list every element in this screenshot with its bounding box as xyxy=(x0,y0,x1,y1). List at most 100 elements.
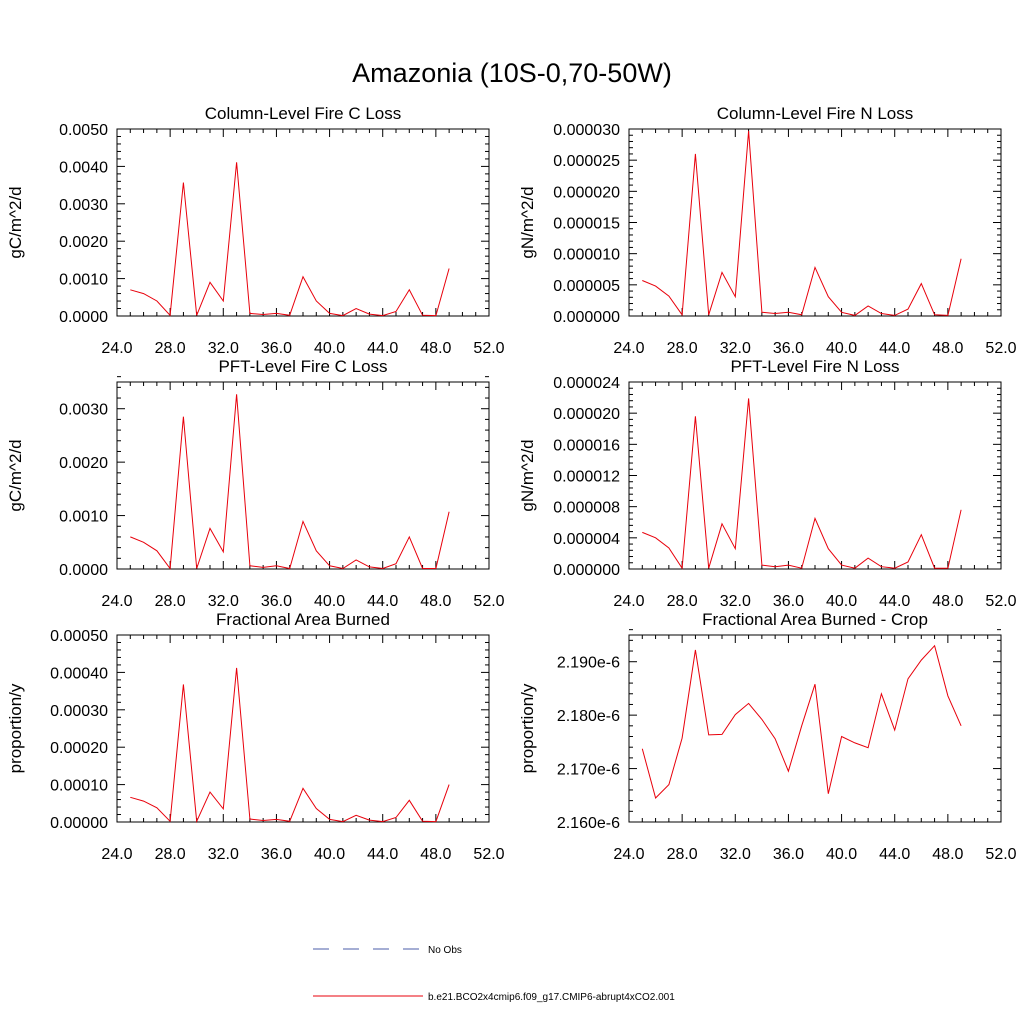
y-tick-label: 0.0030 xyxy=(59,402,108,419)
x-tick-label: 24.0 xyxy=(101,340,132,357)
y-axis-label: proportion/y xyxy=(518,683,537,773)
x-tick-label: 44.0 xyxy=(879,593,910,610)
y-tick-label: 2.170e-6 xyxy=(557,762,620,779)
y-tick-label: 0.000012 xyxy=(553,469,620,486)
x-tick-label: 32.0 xyxy=(208,593,239,610)
y-tick-label: 0.000016 xyxy=(553,437,620,454)
y-tick-label: 0.00000 xyxy=(50,815,108,832)
x-tick-label: 48.0 xyxy=(420,340,451,357)
x-tick-label: 52.0 xyxy=(985,340,1016,357)
panel-title: Column-Level Fire C Loss xyxy=(205,104,402,123)
x-tick-label: 40.0 xyxy=(314,593,345,610)
x-tick-label: 52.0 xyxy=(985,593,1016,610)
figure-title: Amazonia (10S-0,70-50W) xyxy=(352,58,672,88)
x-tick-label: 44.0 xyxy=(879,340,910,357)
y-axis-label: gC/m^2/d xyxy=(6,439,25,511)
y-tick-label: 0.0050 xyxy=(59,122,108,139)
panel-1: Column-Level Fire C Loss gC/m^2/d 24.0 28.0… xyxy=(6,104,505,357)
y-tick-label: 0.0000 xyxy=(59,562,108,579)
x-tick-label: 52.0 xyxy=(473,593,504,610)
y-tick-label: 2.160e-6 xyxy=(557,815,620,832)
panel-title: Column-Level Fire N Loss xyxy=(717,104,914,123)
x-tick-label: 28.0 xyxy=(155,593,186,610)
y-tick-label: 0.000005 xyxy=(553,278,620,295)
y-axis-label: gN/m^2/d xyxy=(518,439,537,511)
panel-title: Fractional Area Burned xyxy=(216,610,390,629)
x-tick-label: 36.0 xyxy=(261,846,292,863)
legend-model-label: b.e21.BCO2x4cmip6.f09_g17.CMIP6-abrupt4x… xyxy=(428,992,675,1003)
x-tick-label: 28.0 xyxy=(155,340,186,357)
x-tick-label: 44.0 xyxy=(367,846,398,863)
series-line xyxy=(130,162,450,317)
x-tick-label: 48.0 xyxy=(420,593,451,610)
x-tick-label: 40.0 xyxy=(826,340,857,357)
y-axis-label: gC/m^2/d xyxy=(6,186,25,258)
x-tick-label: 40.0 xyxy=(314,846,345,863)
x-tick-label: 32.0 xyxy=(720,340,751,357)
panel-title: Fractional Area Burned - Crop xyxy=(702,610,928,629)
y-tick-label: 0.0020 xyxy=(59,455,108,472)
x-tick-label: 36.0 xyxy=(261,593,292,610)
y-tick-label: 0.00010 xyxy=(50,778,108,795)
x-tick-label: 24.0 xyxy=(101,593,132,610)
y-tick-label: 0.000020 xyxy=(553,406,620,423)
y-tick-label: 0.000024 xyxy=(553,375,620,392)
series-line xyxy=(641,644,962,799)
series-line xyxy=(642,130,962,317)
legend: No Obs b.e21.BCO2x4cmip6.f09_g17.CMIP6-a… xyxy=(313,945,675,1003)
y-tick-label: 2.180e-6 xyxy=(557,708,620,725)
x-tick-label: 24.0 xyxy=(613,340,644,357)
panel-title: PFT-Level Fire N Loss xyxy=(730,357,899,376)
x-tick-label: 36.0 xyxy=(773,340,804,357)
y-tick-label: 0.0020 xyxy=(59,234,108,251)
x-tick-label: 24.0 xyxy=(613,593,644,610)
x-tick-label: 52.0 xyxy=(473,340,504,357)
y-tick-label: 0.000000 xyxy=(553,309,620,326)
x-tick-label: 40.0 xyxy=(826,593,857,610)
x-tick-label: 28.0 xyxy=(155,846,186,863)
y-tick-label: 0.000030 xyxy=(553,122,620,139)
x-tick-label: 52.0 xyxy=(473,846,504,863)
y-tick-label: 0.000020 xyxy=(553,184,620,201)
panel-4: PFT-Level Fire N Loss gN/m^2/d 24.0 28.0 32.… xyxy=(518,357,1017,610)
panel-3: PFT-Level Fire C Loss gC/m^2/d 24.0 28.0 32.… xyxy=(6,357,505,610)
x-tick-label: 32.0 xyxy=(208,846,239,863)
y-tick-label: 0.000015 xyxy=(553,216,620,233)
y-tick-label: 0.000008 xyxy=(553,500,620,517)
series-line xyxy=(130,667,450,824)
x-tick-label: 44.0 xyxy=(367,593,398,610)
y-tick-label: 0.00050 xyxy=(50,628,108,645)
y-tick-label: 0.0040 xyxy=(59,159,108,176)
y-tick-label: 0.0000 xyxy=(59,309,108,326)
y-tick-label: 0.0010 xyxy=(59,509,108,526)
x-tick-label: 36.0 xyxy=(773,846,804,863)
panels: Column-Level Fire C Loss gC/m^2/d 24.0 28.0… xyxy=(6,104,1017,863)
y-tick-label: 0.0010 xyxy=(59,272,108,289)
y-tick-label: 0.000025 xyxy=(553,153,620,170)
x-tick-label: 28.0 xyxy=(667,846,698,863)
x-tick-label: 40.0 xyxy=(826,846,857,863)
y-tick-label: 0.000004 xyxy=(553,531,620,548)
x-tick-label: 32.0 xyxy=(208,340,239,357)
y-axis-label: gN/m^2/d xyxy=(518,186,537,258)
x-tick-label: 44.0 xyxy=(367,340,398,357)
plot-frame xyxy=(628,634,1002,823)
x-tick-label: 32.0 xyxy=(720,846,751,863)
series-line xyxy=(130,394,450,570)
x-tick-label: 24.0 xyxy=(613,846,644,863)
y-tick-label: 0.000010 xyxy=(553,247,620,264)
panel-title: PFT-Level Fire C Loss xyxy=(218,357,387,376)
panel-2: Column-Level Fire N Loss gN/m^2/d 24.0 28.0… xyxy=(518,104,1017,357)
y-axis-label: proportion/y xyxy=(6,683,25,773)
x-tick-label: 48.0 xyxy=(932,846,963,863)
y-tick-label: 0.00030 xyxy=(50,703,108,720)
x-tick-label: 28.0 xyxy=(667,593,698,610)
y-tick-label: 2.190e-6 xyxy=(557,655,620,672)
x-tick-label: 48.0 xyxy=(932,340,963,357)
x-tick-label: 40.0 xyxy=(314,340,345,357)
x-tick-label: 44.0 xyxy=(879,846,910,863)
series-line xyxy=(642,398,962,570)
x-tick-label: 36.0 xyxy=(773,593,804,610)
x-tick-label: 48.0 xyxy=(420,846,451,863)
